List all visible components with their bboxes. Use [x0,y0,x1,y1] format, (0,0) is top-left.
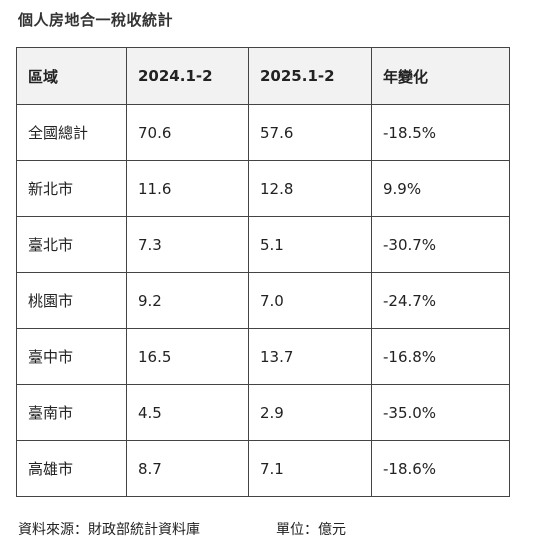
data-source-note: 資料來源：財政部統計資料庫 [18,522,200,538]
change-cell: -16.8% [371,328,510,385]
value-2025-cell: 5.1 [248,216,372,273]
value-2024-cell: 7.3 [126,216,249,273]
value-2025-cell: 13.7 [248,328,372,385]
value-2024-cell: 70.6 [126,104,249,161]
tax-statistics-table: 區域 2024.1-2 2025.1-2 年變化 全國總計 70.6 57.6 … [16,47,510,497]
change-cell: -24.7% [371,272,510,329]
change-cell: -18.5% [371,104,510,161]
column-header-2025: 2025.1-2 [248,47,372,105]
column-header-2024: 2024.1-2 [126,47,249,105]
page-title: 個人房地合一稅收統計 [18,11,174,29]
change-cell: -35.0% [371,384,510,441]
region-cell: 桃園市 [16,272,127,329]
change-cell: -18.6% [371,440,510,497]
table-row: 高雄市 8.7 7.1 -18.6% [16,440,510,497]
table-header-row: 區域 2024.1-2 2025.1-2 年變化 [16,47,510,105]
region-cell: 高雄市 [16,440,127,497]
table-row: 臺南市 4.5 2.9 -35.0% [16,384,510,441]
value-2025-cell: 12.8 [248,160,372,217]
table-row: 桃園市 9.2 7.0 -24.7% [16,272,510,329]
region-cell: 全國總計 [16,104,127,161]
region-cell: 臺中市 [16,328,127,385]
unit-note: 單位：億元 [276,522,346,538]
value-2024-cell: 4.5 [126,384,249,441]
value-2024-cell: 8.7 [126,440,249,497]
region-cell: 新北市 [16,160,127,217]
value-2025-cell: 57.6 [248,104,372,161]
value-2024-cell: 9.2 [126,272,249,329]
value-2025-cell: 2.9 [248,384,372,441]
region-cell: 臺南市 [16,384,127,441]
column-header-region: 區域 [16,47,127,105]
change-cell: 9.9% [371,160,510,217]
value-2024-cell: 11.6 [126,160,249,217]
table-row: 臺北市 7.3 5.1 -30.7% [16,216,510,273]
region-cell: 臺北市 [16,216,127,273]
value-2025-cell: 7.1 [248,440,372,497]
table-row: 全國總計 70.6 57.6 -18.5% [16,104,510,161]
table-row: 臺中市 16.5 13.7 -16.8% [16,328,510,385]
value-2025-cell: 7.0 [248,272,372,329]
table-row: 新北市 11.6 12.8 9.9% [16,160,510,217]
column-header-yoy-change: 年變化 [371,47,510,105]
change-cell: -30.7% [371,216,510,273]
value-2024-cell: 16.5 [126,328,249,385]
